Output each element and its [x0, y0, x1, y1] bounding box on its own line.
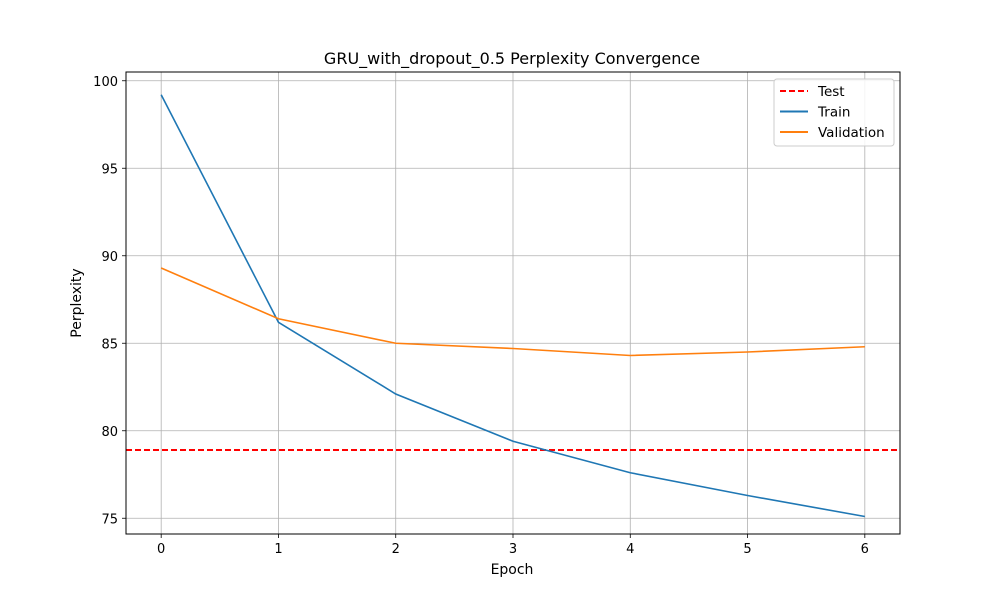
- x-axis-label: Epoch: [491, 562, 534, 578]
- y-tick-label: 80: [101, 425, 118, 440]
- legend-label-validation: Validation: [818, 125, 885, 141]
- y-tick-label: 100: [93, 75, 118, 90]
- x-tick-label: 3: [509, 542, 517, 557]
- legend-box: [773, 78, 895, 147]
- legend: Test Train Validation: [773, 78, 895, 147]
- y-tick-label: 85: [101, 337, 118, 352]
- legend-label-train: Train: [817, 105, 850, 121]
- validation-line: [160, 267, 865, 357]
- x-tick-label: 2: [392, 542, 400, 557]
- axis-ticks: 0 1 2 3 4 5 6 75 80 85 90 95 100: [93, 75, 869, 557]
- y-tick-label: 90: [101, 250, 118, 265]
- y-tick-label: 95: [101, 162, 118, 177]
- y-tick-label: 75: [101, 512, 118, 527]
- x-tick-label: 1: [274, 542, 282, 557]
- chart-title: GRU_with_dropout_0.5 Perplexity Converge…: [324, 49, 700, 69]
- train-line: [160, 94, 865, 518]
- x-tick-label: 0: [157, 542, 165, 557]
- series-lines: [126, 94, 900, 518]
- x-tick-label: 5: [743, 542, 751, 557]
- grid-lines: [126, 72, 900, 534]
- x-tick-label: 4: [626, 542, 634, 557]
- x-tick-label: 6: [861, 542, 869, 557]
- legend-label-test: Test: [817, 84, 845, 100]
- y-axis-label: Perplexity: [69, 268, 85, 337]
